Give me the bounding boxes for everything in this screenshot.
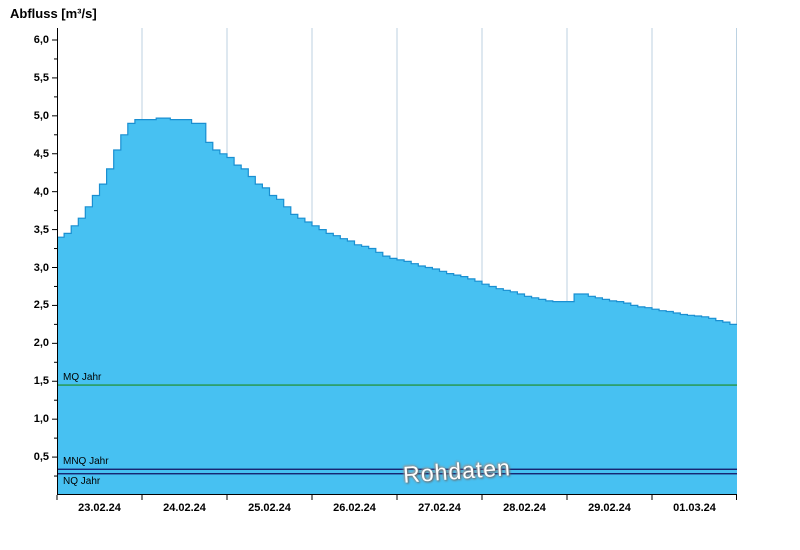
y-tick-label: 5,5 bbox=[33, 71, 49, 84]
y-tick-label: 4,0 bbox=[33, 185, 49, 198]
discharge-area bbox=[57, 118, 737, 495]
plot-svg bbox=[52, 28, 737, 500]
y-tick-label: 0,5 bbox=[33, 451, 49, 464]
ref-label-nq-jahr: NQ Jahr bbox=[63, 475, 101, 487]
ref-label-mnq-jahr: MNQ Jahr bbox=[63, 456, 109, 468]
discharge-edge-line bbox=[57, 117, 737, 325]
y-tick-label: 2,0 bbox=[33, 337, 49, 350]
chart-title: Abfluss [m³/s] bbox=[10, 6, 97, 21]
x-tick-label: 28.02.24 bbox=[503, 502, 546, 514]
ref-label-mq-jahr: MQ Jahr bbox=[63, 372, 102, 384]
y-tick-label: 2,5 bbox=[33, 299, 49, 312]
y-tick-label: 4,5 bbox=[33, 147, 49, 160]
y-tick-label: 1,0 bbox=[33, 413, 49, 426]
plot-area: Rohdaten MQ Jahr MNQ Jahr NQ Jahr 6,0 5,5 5,0… bbox=[34, 28, 737, 514]
x-tick-label: 01.03.24 bbox=[673, 502, 716, 514]
x-tick-label: 25.02.24 bbox=[248, 502, 291, 514]
x-tick-label: 29.02.24 bbox=[588, 502, 631, 514]
x-tick-label: 27.02.24 bbox=[418, 502, 461, 514]
y-tick-label: 5,0 bbox=[33, 109, 49, 122]
y-tick-label: 1,5 bbox=[33, 375, 49, 388]
x-tick-label: 23.02.24 bbox=[78, 502, 121, 514]
y-tick-label: 3,0 bbox=[33, 261, 49, 274]
x-tick-label: 26.02.24 bbox=[333, 502, 376, 514]
y-tick-label: 3,5 bbox=[33, 223, 49, 236]
x-tick-label: 24.02.24 bbox=[163, 502, 206, 514]
y-tick-label: 6,0 bbox=[33, 34, 49, 46]
